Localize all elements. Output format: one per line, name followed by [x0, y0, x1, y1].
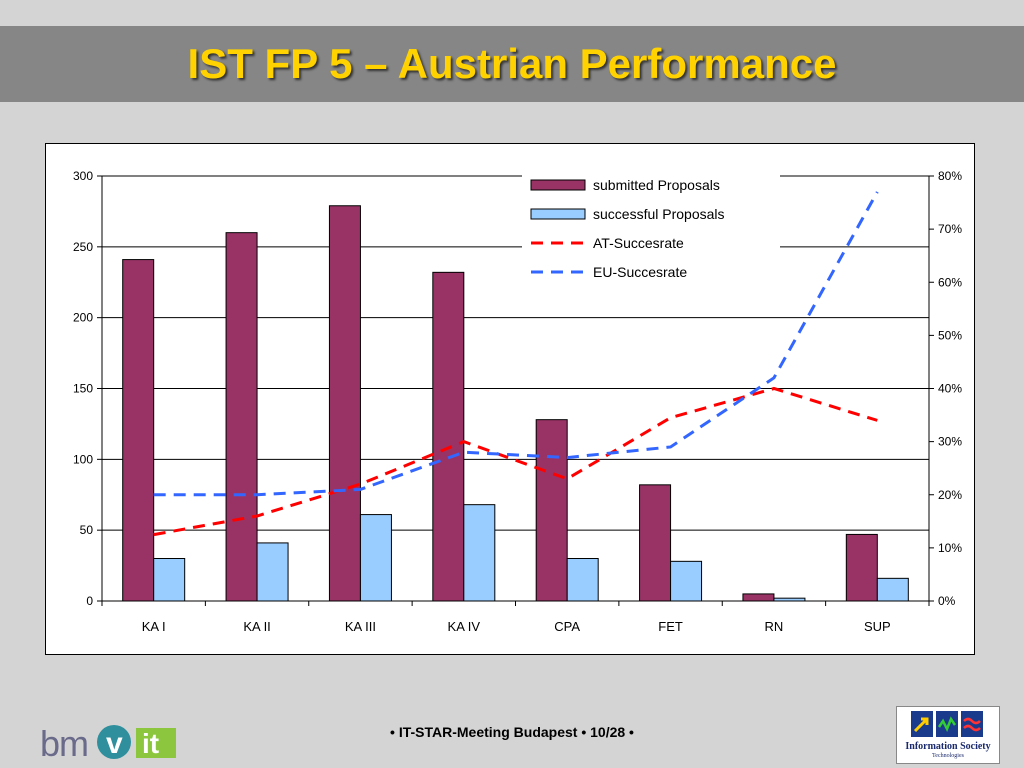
bar-successful	[463, 504, 496, 602]
ist-logo-line1: Information Society	[905, 741, 991, 752]
y2-tick-label: 10%	[938, 541, 962, 555]
ist-logo-line2: Technologies	[932, 753, 964, 759]
ist-logo: Information Society Technologies	[896, 706, 1000, 764]
bmvit-logo: bm v it	[40, 720, 180, 764]
y-tick-label: 150	[73, 382, 93, 396]
legend-label: EU-Succesrate	[593, 264, 687, 280]
svg-text:v: v	[106, 727, 123, 760]
bar-submitted	[535, 419, 568, 602]
eu-succesrate-line	[153, 191, 879, 497]
bar-submitted	[432, 271, 465, 602]
y-tick-label: 250	[73, 240, 93, 254]
y-tick-label: 50	[80, 523, 94, 537]
y2-tick-label: 60%	[938, 275, 962, 289]
footer-text: • IT-STAR-Meeting Budapest • 10/28 •	[390, 724, 634, 740]
combo-chart: 0 50 100 150 200 250 300 0% 10% 20% 30% 40% 50% 60% 70…	[73, 169, 962, 634]
legend-swatch	[530, 179, 586, 191]
svg-text:it: it	[142, 728, 159, 759]
bar-submitted	[328, 205, 361, 602]
x-tick-label: KA IV	[448, 619, 481, 634]
x-tick-label: SUP	[864, 619, 891, 634]
y-tick-label: 0	[86, 594, 93, 608]
title-bar	[0, 26, 1024, 102]
legend-label: submitted Proposals	[593, 177, 720, 193]
bar-submitted	[225, 232, 258, 602]
y2-tick-label: 80%	[938, 169, 962, 183]
x-tick-label: RN	[765, 619, 784, 634]
bar-successful	[256, 542, 289, 602]
y-tick-label: 100	[73, 452, 93, 466]
x-tick-label: KA II	[243, 619, 270, 634]
bar-successful	[566, 558, 599, 602]
slide-title: IST FP 5 – Austrian Performance	[187, 40, 837, 87]
y2-tick-label: 0%	[938, 594, 956, 608]
bar-successful	[153, 558, 186, 602]
y2-tick-label: 30%	[938, 435, 962, 449]
legend-label: successful Proposals	[593, 206, 725, 222]
x-tick-label: FET	[658, 619, 683, 634]
legend-label: AT-Succesrate	[593, 235, 684, 251]
y2-tick-label: 70%	[938, 222, 962, 236]
y2-tick-label: 40%	[938, 382, 962, 396]
bar-submitted	[742, 593, 775, 602]
y-tick-label: 300	[73, 169, 93, 183]
x-tick-label: KA I	[142, 619, 166, 634]
at-succesrate-line	[153, 386, 878, 537]
y2-tick-label: 50%	[938, 328, 962, 342]
bar-successful	[359, 514, 392, 602]
legend-swatch	[530, 208, 586, 220]
bar-successful	[773, 597, 806, 602]
bar-successful	[670, 560, 703, 602]
chart-frame: 0 50 100 150 200 250 300 0% 10% 20% 30% 40% 50% 60% 70…	[45, 143, 975, 655]
x-tick-label: CPA	[554, 619, 580, 634]
bar-submitted	[639, 484, 672, 602]
y-tick-label: 200	[73, 311, 93, 325]
bar-successful	[876, 577, 909, 602]
ist-tiles-icon	[911, 711, 983, 737]
y2-tick-label: 20%	[938, 488, 962, 502]
svg-text:bm: bm	[40, 723, 88, 762]
x-tick-label: KA III	[345, 619, 376, 634]
bar-submitted	[122, 259, 155, 602]
bar-submitted	[845, 533, 878, 602]
